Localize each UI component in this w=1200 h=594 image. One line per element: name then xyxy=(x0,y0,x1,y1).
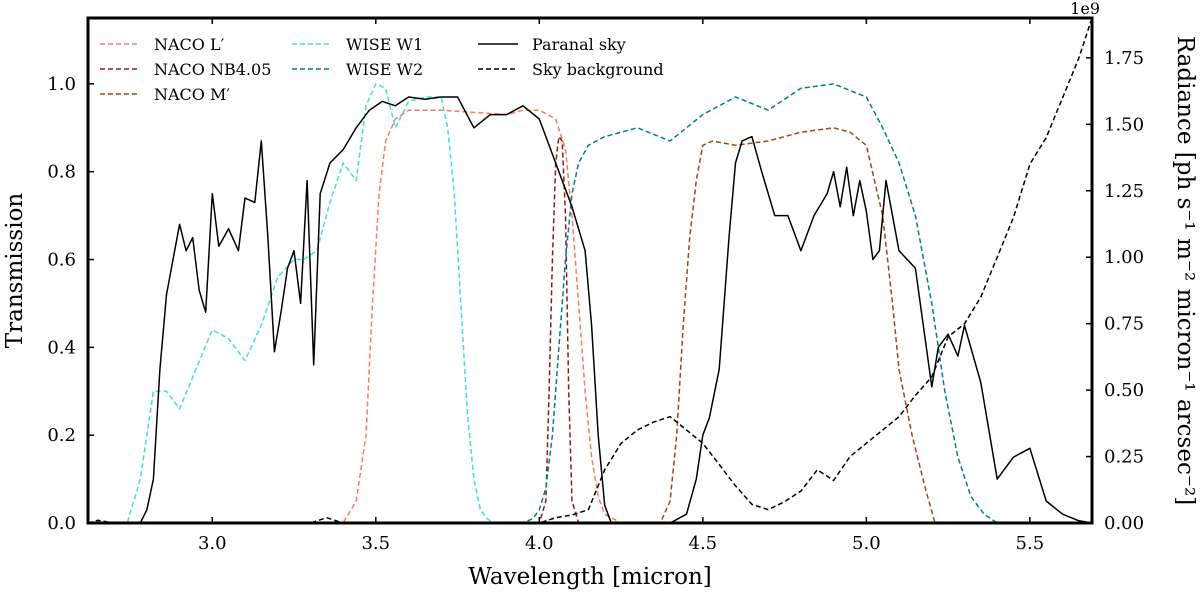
y-tick-label: 1.0 xyxy=(47,74,76,95)
series-line-naco-nb4-05 xyxy=(88,135,1092,523)
y2-tick-label: 0.50 xyxy=(1104,380,1144,401)
series-layer xyxy=(88,18,1092,523)
y2-axis-label: Radiance [ph s⁻¹ m⁻² micron⁻¹ arcsec⁻²] xyxy=(1172,36,1198,505)
legend-label: NACO L′ xyxy=(154,35,225,54)
series-line-paranal-sky xyxy=(88,96,1092,523)
y2-tick-label: 0.25 xyxy=(1104,447,1144,468)
legend-label: WISE W2 xyxy=(346,60,423,79)
y2-tick-label: 1.00 xyxy=(1104,247,1144,268)
series-line-wise-w2 xyxy=(88,83,1092,523)
y2-tick-label: 0.00 xyxy=(1104,513,1144,534)
y2-tick-label: 1.75 xyxy=(1104,48,1144,69)
y2-tick-label: 1.25 xyxy=(1104,181,1144,202)
legend-label: WISE W1 xyxy=(346,35,423,54)
x-tick-label: 3.0 xyxy=(198,533,227,554)
x-tick-label: 5.5 xyxy=(1016,533,1045,554)
x-axis-label: Wavelength [micron] xyxy=(468,564,711,590)
y2-offset-label: 1e9 xyxy=(1070,0,1100,18)
legend-label: NACO NB4.05 xyxy=(154,60,271,79)
y-tick-label: 0.6 xyxy=(47,250,76,271)
ticks-layer: 3.0 3.5 4.0 4.5 5.0 5.5 0.0 0.2 0.4 0.6 0.8 1.0 0.00… xyxy=(47,18,1144,554)
series-line-naco-m xyxy=(88,127,1092,523)
x-tick-label: 4.0 xyxy=(525,533,554,554)
y-tick-label: 0.4 xyxy=(47,337,76,358)
y2-tick-label: 0.75 xyxy=(1104,314,1144,335)
legend-label: NACO M′ xyxy=(154,85,230,104)
y-axis-label: Transmission xyxy=(2,193,28,349)
y-tick-label: 0.0 xyxy=(47,513,76,534)
series-line-sky-background xyxy=(88,18,1092,523)
x-tick-label: 3.5 xyxy=(361,533,390,554)
series-line-wise-w1 xyxy=(88,83,1092,523)
x-tick-label: 4.5 xyxy=(689,533,718,554)
y2-tick-label: 1.50 xyxy=(1104,114,1144,135)
legend-label: Sky background xyxy=(532,60,664,79)
x-tick-label: 5.0 xyxy=(852,533,881,554)
series-line-naco-l xyxy=(88,109,1092,523)
y-tick-label: 0.8 xyxy=(47,162,76,183)
plot-frame xyxy=(86,16,1094,525)
y-tick-label: 0.2 xyxy=(47,425,76,446)
legend: NACO L′ NACO NB4.05 NACO M′ WISE W1 WISE W2 P… xyxy=(100,35,664,104)
legend-label: Paranal sky xyxy=(532,35,626,54)
